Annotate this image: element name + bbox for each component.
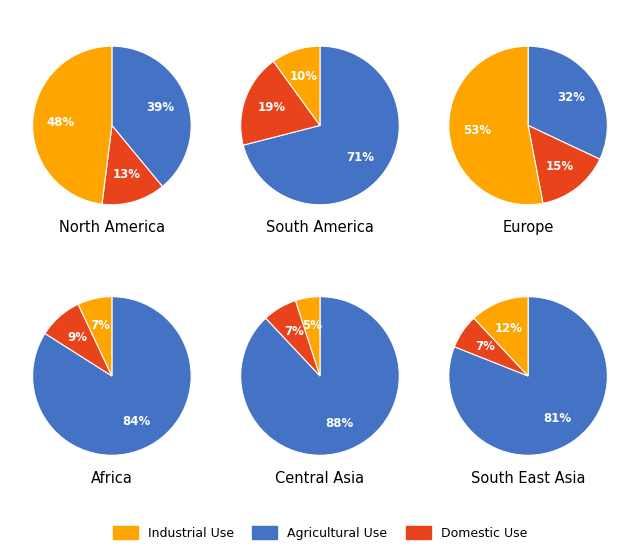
Title: South America: South America: [266, 220, 374, 235]
Text: 7%: 7%: [91, 319, 111, 332]
Wedge shape: [33, 46, 112, 204]
Text: 10%: 10%: [290, 70, 318, 83]
Wedge shape: [78, 296, 112, 376]
Text: 39%: 39%: [147, 101, 175, 115]
Text: 81%: 81%: [543, 412, 571, 425]
Wedge shape: [296, 296, 320, 376]
Title: Central Asia: Central Asia: [275, 471, 365, 485]
Text: 5%: 5%: [302, 318, 322, 332]
Title: North America: North America: [59, 220, 165, 235]
Title: Africa: Africa: [91, 471, 133, 485]
Title: South East Asia: South East Asia: [471, 471, 586, 485]
Text: 84%: 84%: [123, 414, 151, 428]
Text: 71%: 71%: [347, 150, 374, 164]
Text: 9%: 9%: [68, 331, 88, 344]
Legend: Industrial Use, Agricultural Use, Domestic Use: Industrial Use, Agricultural Use, Domest…: [108, 521, 532, 545]
Text: 53%: 53%: [463, 124, 491, 137]
Wedge shape: [241, 61, 320, 145]
Text: 7%: 7%: [476, 341, 495, 354]
Wedge shape: [528, 126, 600, 203]
Wedge shape: [449, 46, 543, 205]
Text: 48%: 48%: [46, 116, 75, 129]
Wedge shape: [273, 46, 320, 126]
Wedge shape: [241, 296, 399, 455]
Text: 88%: 88%: [325, 417, 353, 430]
Text: 12%: 12%: [495, 322, 523, 334]
Wedge shape: [243, 46, 399, 205]
Wedge shape: [33, 296, 191, 455]
Wedge shape: [102, 126, 163, 205]
Wedge shape: [112, 46, 191, 187]
Wedge shape: [266, 300, 320, 376]
Text: 32%: 32%: [557, 91, 586, 104]
Text: 7%: 7%: [284, 325, 304, 338]
Title: Europe: Europe: [502, 220, 554, 235]
Wedge shape: [474, 296, 528, 376]
Wedge shape: [454, 318, 528, 376]
Text: 15%: 15%: [546, 160, 573, 172]
Wedge shape: [45, 304, 112, 376]
Wedge shape: [528, 46, 607, 159]
Text: 19%: 19%: [257, 101, 285, 115]
Wedge shape: [449, 296, 607, 455]
Text: 13%: 13%: [112, 169, 140, 181]
